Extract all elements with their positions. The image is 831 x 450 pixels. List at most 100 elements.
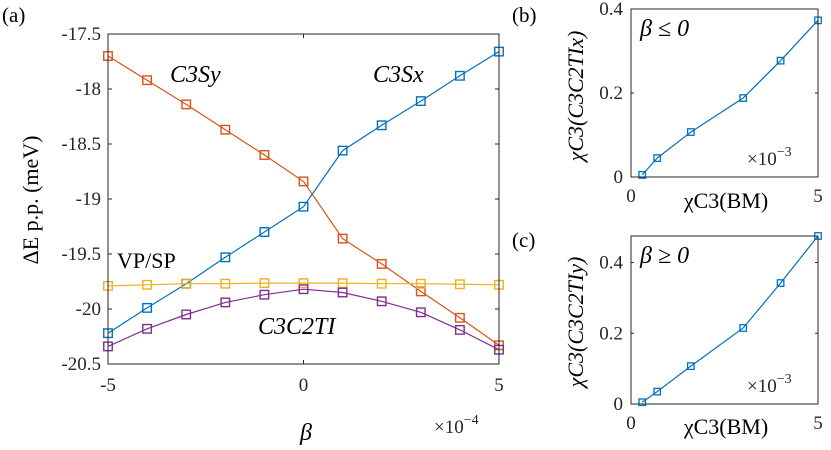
panel-c-axes-box: [630, 235, 819, 405]
y-tick-label: 0: [614, 167, 624, 188]
data-point: [337, 145, 348, 156]
y-tick-label: -17.5: [61, 24, 101, 45]
data-point: [142, 279, 153, 290]
series-line-vpsp: [107, 282, 500, 287]
data-point: [181, 278, 192, 289]
data-point: [181, 99, 192, 110]
panel-c: (c) 0 5 0 0.2 0.4 χC3(C3C2TIy) χC3(BM) β ≥ 0…: [512, 228, 823, 439]
panel-c-label: (c): [512, 228, 535, 252]
panel-c-xlabel: χC3(BM): [683, 414, 768, 439]
data-point: [776, 279, 785, 287]
x-tick-label: -5: [100, 375, 116, 396]
annotation-c3c2ti: C3C2TI: [258, 314, 336, 340]
panel-b: (b) 0 5 0 0.2 0.4 χC3(C3C2TIx) χC3(BM) β ≤ 0…: [512, 0, 823, 213]
panel-a-label: (a): [2, 3, 25, 27]
data-point: [298, 176, 309, 187]
y-tick-label: -19: [76, 189, 101, 210]
data-point: [776, 56, 785, 65]
data-point: [454, 279, 465, 290]
panel-b-xlabel: χC3(BM): [683, 188, 768, 213]
panel-a-xlabel: β: [299, 420, 312, 446]
data-point: [220, 278, 231, 289]
data-point: [142, 302, 153, 313]
data-point: [686, 128, 695, 136]
x-tick-label: 0: [626, 413, 636, 434]
y-tick-label: -19.5: [61, 244, 101, 265]
data-point: [415, 278, 426, 289]
panel-a-exponent: ×10−4: [434, 413, 479, 438]
data-point: [220, 297, 231, 308]
panel-c-condition: β ≥ 0: [639, 243, 689, 269]
data-point: [415, 307, 426, 318]
data-point: [337, 233, 348, 244]
annotation-c3sx: C3Sx: [373, 62, 424, 88]
data-point: [142, 75, 153, 86]
series-line-c3c2ti: [107, 288, 500, 351]
x-tick-label: 0: [299, 375, 309, 396]
y-tick-label: 0.2: [599, 83, 623, 104]
data-point: [259, 289, 270, 300]
x-tick-label: 5: [813, 186, 823, 207]
data-point: [259, 150, 270, 160]
data-point: [259, 227, 270, 237]
data-point: [298, 284, 309, 295]
data-point: [454, 324, 465, 335]
data-point: [638, 170, 647, 179]
data-point: [454, 312, 465, 323]
data-point: [638, 398, 647, 407]
data-point: [181, 309, 192, 320]
data-point: [298, 201, 309, 212]
panel-b-label: (b): [512, 3, 537, 27]
panel-b-axes-box: [630, 8, 819, 178]
y-tick-label: 0.2: [599, 323, 623, 344]
y-tick-label: 0.4: [599, 253, 623, 274]
data-point: [739, 324, 748, 332]
data-point: [259, 278, 270, 289]
data-point: [376, 296, 387, 307]
y-tick-label: 0.4: [599, 0, 623, 20]
panel-a-ylabel: ΔE p.p. (meV): [18, 135, 43, 264]
data-point: [653, 387, 662, 396]
data-point: [220, 252, 231, 263]
data-point: [415, 96, 426, 107]
panel-a-ticks: -5 0 5 -17.5 -18 -18.5 -19 -19.5 -20 -20.5: [61, 24, 503, 396]
panel-c-ticks: 0 5 0 0.2 0.4: [599, 236, 823, 434]
panel-b-condition: β ≤ 0: [639, 16, 689, 42]
data-point: [220, 124, 231, 135]
panel-b-exponent: ×10−3: [747, 145, 792, 170]
data-point: [337, 287, 348, 298]
annotation-c3sy: C3Sy: [170, 62, 221, 88]
data-point: [298, 278, 309, 289]
panel-b-ticks: 0 5 0 0.2 0.4: [599, 0, 823, 207]
panel-a-axes-box: [107, 33, 500, 365]
data-point: [653, 154, 662, 163]
x-tick-label: 5: [494, 375, 504, 396]
panel-a-marks: [103, 46, 504, 355]
data-point: [337, 278, 348, 289]
data-point: [376, 258, 387, 269]
data-point: [142, 323, 153, 334]
panel-c-exponent: ×10−3: [747, 372, 792, 397]
data-point: [739, 94, 748, 102]
x-tick-label: 5: [813, 413, 823, 434]
panel-a: (a) -5 0 5 -17.5 -18 -18.5 -19 -19.5 -20 -20.5 ΔE…: [2, 3, 504, 446]
series-line-c3sx: [107, 51, 500, 334]
y-tick-label: -18: [76, 79, 101, 100]
panel-b-ylabel: χC3(C3C2TIx): [563, 31, 588, 164]
data-point: [376, 278, 387, 289]
y-tick-label: -20: [76, 299, 101, 320]
data-point: [686, 362, 695, 371]
y-tick-label: -18.5: [61, 134, 101, 155]
data-point: [376, 120, 387, 131]
series-line-c3sy: [107, 55, 500, 346]
data-point: [415, 286, 426, 297]
panel-c-marks: [638, 232, 822, 407]
series-line-chi: [641, 235, 819, 403]
y-tick-label: -20.5: [61, 354, 101, 375]
annotation-vpsp: VP/SP: [117, 248, 176, 273]
series-line-chi: [641, 19, 819, 176]
data-point: [454, 70, 465, 81]
x-tick-label: 0: [626, 186, 636, 207]
panel-c-ylabel: χC3(C3C2TIy): [563, 257, 588, 390]
